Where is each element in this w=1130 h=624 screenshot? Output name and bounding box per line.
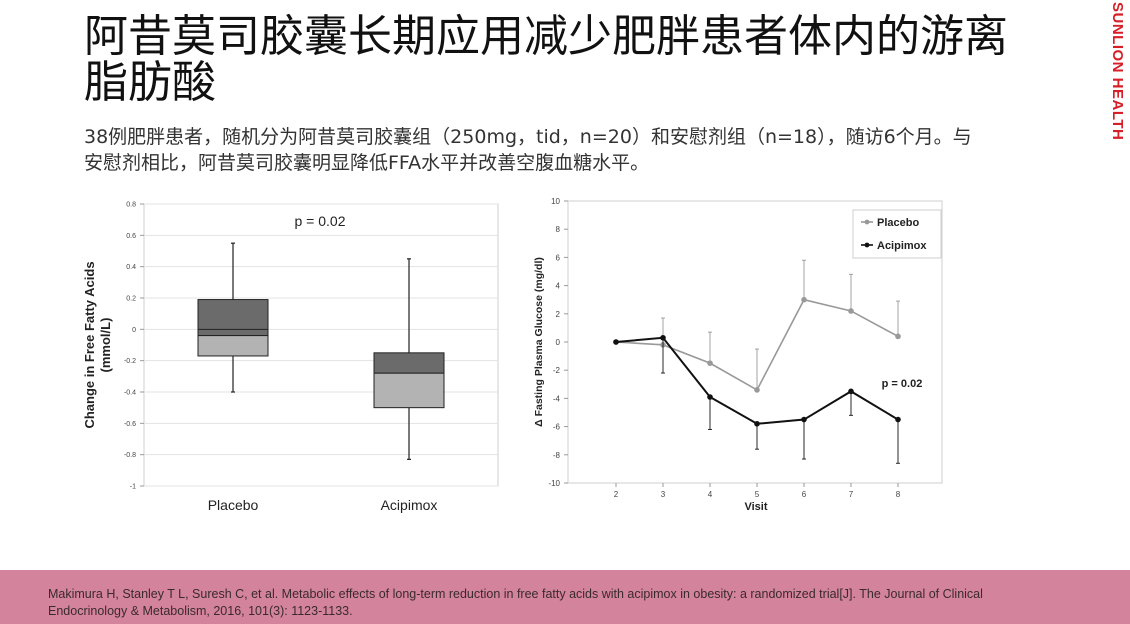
y-tick-label: 0.8 xyxy=(126,202,136,209)
data-point-acipimox xyxy=(707,394,713,400)
data-point-placebo xyxy=(754,387,760,393)
y-axis-label: (mmol/L) xyxy=(98,318,113,373)
y-axis-label: Δ Fasting Plasma Glucose (mg/dl) xyxy=(533,257,545,427)
box-lower-placebo xyxy=(197,335,269,357)
data-point-acipimox xyxy=(801,416,807,423)
x-category-label: Acipimox xyxy=(381,497,438,513)
y-tick-label: 10 xyxy=(551,197,560,206)
brand-logo: SUNLION HEALTH xyxy=(1104,0,1130,170)
x-tick-label: 2 xyxy=(614,490,619,499)
legend-swatch-marker xyxy=(864,219,870,225)
y-tick-label: 2 xyxy=(556,310,561,319)
y-tick-label: 6 xyxy=(556,253,561,262)
p-value-annotation: p = 0.02 xyxy=(295,213,346,229)
data-point-acipimox xyxy=(613,339,619,345)
data-point-acipimox xyxy=(754,420,760,427)
y-tick-label: -0.2 xyxy=(124,358,136,365)
box-upper-placebo xyxy=(197,299,269,337)
plot-frame xyxy=(143,203,499,487)
y-tick-label: -6 xyxy=(553,423,561,432)
y-tick-label: -4 xyxy=(553,394,561,403)
data-point-placebo xyxy=(801,296,807,303)
y-tick-label: -2 xyxy=(553,366,561,375)
y-tick-label: -1 xyxy=(130,484,136,491)
x-tick-label: 4 xyxy=(708,490,713,499)
slide-title: 阿昔莫司胶囊长期应用减少肥胖患者体内的游离脂肪酸 xyxy=(84,11,1008,108)
data-point-placebo xyxy=(848,308,854,314)
y-axis-label: Change in Free Fatty Acids xyxy=(82,261,97,428)
brand-name: SUNLION HEALTH xyxy=(1109,2,1126,141)
x-tick-label: 6 xyxy=(802,490,807,499)
box-lower-acipimox xyxy=(373,372,445,409)
x-tick-label: 3 xyxy=(661,490,666,499)
ffa-box-chart: -1 -0.8 -0.6 -0.4 -0.2 0 0.2 0.4 0.6 0.8 Change in… xyxy=(82,202,499,513)
y-tick-label: -0.4 xyxy=(124,390,136,397)
glucose-line-chart: -10 -8 -6 -4 -2 0 2 4 6 8 10 2 3 4 5 6 7 8 Visit Δ Fasting … xyxy=(533,197,943,513)
y-tick-label: -10 xyxy=(548,479,560,488)
data-point-acipimox xyxy=(660,334,666,341)
y-tick-label: 0.4 xyxy=(126,264,136,271)
y-tick-label: -0.6 xyxy=(124,421,136,428)
y-tick-label: 4 xyxy=(556,282,561,291)
y-tick-label: 0.2 xyxy=(126,296,136,303)
citation-text: Makimura H, Stanley T L, Suresh C, et al… xyxy=(48,587,983,618)
data-point-placebo xyxy=(707,360,713,366)
x-axis-label: Visit xyxy=(744,501,767,513)
y-tick-label: 8 xyxy=(556,225,561,234)
y-tick-label: 0 xyxy=(132,327,136,334)
x-tick-label: 7 xyxy=(849,490,854,499)
x-tick-label: 8 xyxy=(896,490,901,499)
legend-label: Acipimox xyxy=(877,240,927,252)
y-tick-label: -8 xyxy=(553,451,561,460)
y-tick-label: -0.8 xyxy=(124,452,136,459)
legend-label: Placebo xyxy=(877,217,919,229)
x-tick-label: 5 xyxy=(755,490,760,499)
data-point-placebo xyxy=(895,333,901,340)
data-point-acipimox xyxy=(848,388,854,395)
slide-subtitle: 38例肥胖患者，随机分为阿昔莫司胶囊组（250mg，tid，n=20）和安慰剂组… xyxy=(84,126,972,174)
legend-swatch-marker xyxy=(864,242,870,248)
y-tick-label: 0.6 xyxy=(126,233,136,240)
legend-box xyxy=(852,209,942,259)
box-upper-acipimox xyxy=(373,352,445,374)
x-category-label: Placebo xyxy=(208,497,259,513)
data-point-acipimox xyxy=(895,416,901,423)
y-tick-label: 0 xyxy=(556,338,561,347)
citation-bar: Makimura H, Stanley T L, Suresh C, et al… xyxy=(0,570,1130,624)
p-value-annotation: p = 0.02 xyxy=(882,378,923,390)
